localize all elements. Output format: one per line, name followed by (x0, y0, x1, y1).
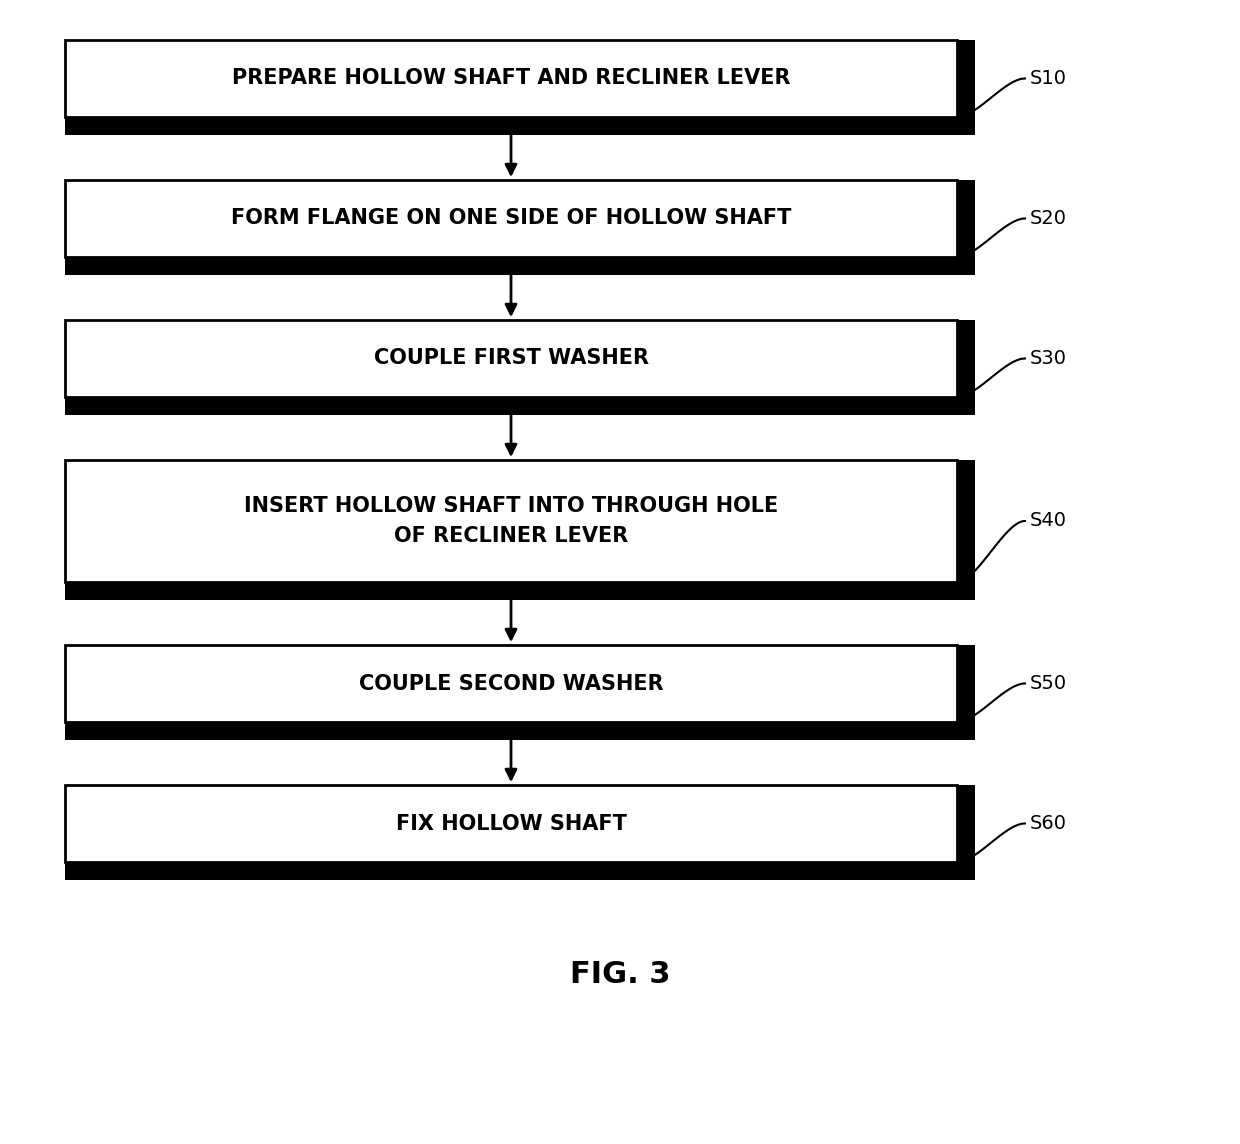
Bar (64, 257, 975, 275)
Bar (64, 40, 957, 117)
Bar (64, 320, 957, 397)
Bar (64, 861, 975, 880)
Bar (957, 645, 975, 740)
Text: S30: S30 (1030, 349, 1066, 368)
Text: FIG. 3: FIG. 3 (569, 960, 671, 990)
Text: COUPLE SECOND WASHER: COUPLE SECOND WASHER (358, 674, 663, 693)
Bar (64, 460, 957, 582)
Bar (64, 645, 957, 722)
Bar (957, 180, 975, 275)
Bar (957, 785, 975, 880)
Text: PREPARE HOLLOW SHAFT AND RECLINER LEVER: PREPARE HOLLOW SHAFT AND RECLINER LEVER (232, 69, 790, 88)
Bar (64, 722, 975, 740)
Bar (64, 785, 957, 861)
Text: COUPLE FIRST WASHER: COUPLE FIRST WASHER (373, 349, 649, 368)
Bar (64, 397, 975, 415)
Text: FORM FLANGE ON ONE SIDE OF HOLLOW SHAFT: FORM FLANGE ON ONE SIDE OF HOLLOW SHAFT (231, 208, 791, 229)
Text: S10: S10 (1030, 69, 1066, 88)
Text: S50: S50 (1030, 674, 1068, 693)
Bar (957, 460, 975, 599)
Bar (957, 40, 975, 135)
Text: S20: S20 (1030, 209, 1066, 228)
Text: S60: S60 (1030, 815, 1066, 833)
Text: INSERT HOLLOW SHAFT INTO THROUGH HOLE
OF RECLINER LEVER: INSERT HOLLOW SHAFT INTO THROUGH HOLE OF… (244, 496, 779, 546)
Text: FIX HOLLOW SHAFT: FIX HOLLOW SHAFT (396, 813, 626, 834)
Bar (64, 582, 975, 599)
Bar (64, 180, 957, 257)
Bar (957, 320, 975, 415)
Text: S40: S40 (1030, 511, 1066, 531)
Bar (64, 117, 975, 135)
